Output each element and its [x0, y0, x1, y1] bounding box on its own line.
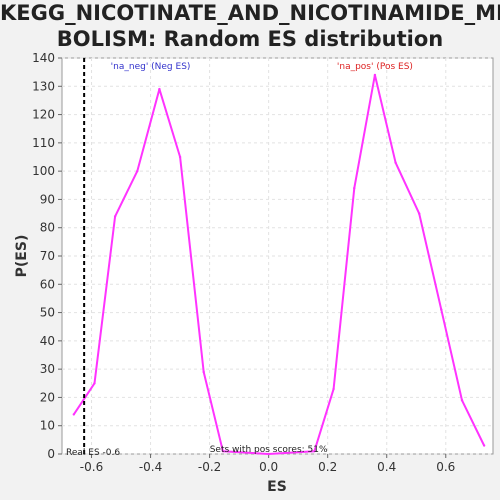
series-point — [440, 308, 443, 311]
y-tick-label: 80 — [40, 221, 55, 235]
y-tick-label: 130 — [32, 79, 55, 93]
y-tick-label: 70 — [40, 249, 55, 263]
y-tick-label: 90 — [40, 192, 55, 206]
x-tick-label: -0.6 — [80, 460, 103, 474]
series-point — [202, 370, 205, 374]
series-point — [373, 73, 377, 77]
series-lines — [72, 74, 485, 455]
series-points — [72, 73, 486, 456]
series-point — [136, 169, 139, 173]
chart-title-line-2: BOLISM: Random ES distribution — [56, 27, 444, 51]
series-point — [158, 87, 161, 91]
y-tick-label: 100 — [32, 164, 55, 178]
plot-area — [61, 57, 494, 455]
series-point — [482, 444, 486, 447]
real-es-label: Real ES -0.6 — [66, 448, 120, 458]
y-tick-label: 50 — [40, 306, 55, 320]
pos-es-annotation: 'na_pos' (Pos ES) — [337, 62, 413, 72]
series-point — [267, 452, 270, 456]
y-axis-title: P(ES) — [14, 235, 30, 278]
series-point — [93, 382, 96, 385]
series-point — [113, 215, 117, 218]
series-point — [313, 449, 316, 453]
y-tick-label: 40 — [40, 334, 55, 348]
y-tick-label: 30 — [40, 362, 55, 376]
series-point — [332, 387, 335, 391]
x-axis-ticks: -0.6 -0.4 -0.2 0.0 0.2 0.4 0.6 — [80, 454, 455, 474]
series-point — [353, 186, 356, 190]
x-axis-title: ES — [267, 479, 287, 495]
y-tick-label: 20 — [40, 390, 55, 404]
x-tick-label: 0.2 — [318, 460, 337, 474]
pos-scores-annotation: Sets with pos scores: 51% — [210, 445, 328, 455]
series-point — [221, 449, 225, 453]
x-tick-label: 0.4 — [377, 460, 396, 474]
series-point — [72, 413, 76, 416]
y-tick-label: 0 — [47, 447, 55, 461]
series-point — [178, 155, 182, 159]
x-tick-label: -0.4 — [139, 460, 162, 474]
x-tick-label: 0.6 — [436, 460, 455, 474]
chart-title: KEGG_NICOTINATE_AND_NICOTINAMIDE_META BO… — [0, 0, 500, 52]
y-tick-label: 10 — [40, 419, 55, 433]
series-point — [394, 161, 397, 164]
series-point — [460, 399, 464, 402]
y-tick-label: 120 — [32, 108, 55, 122]
y-tick-label: 110 — [32, 136, 55, 150]
neg-es-annotation: 'na_neg' (Neg ES) — [111, 62, 191, 72]
y-axis-ticks: 0 10 20 30 40 50 60 70 80 90 100 110 120 130 140 — [32, 51, 62, 461]
chart-title-line-1: KEGG_NICOTINATE_AND_NICOTINAMIDE_META — [0, 1, 500, 25]
x-tick-label: 0.0 — [259, 460, 278, 474]
series-point — [417, 212, 421, 215]
x-tick-label: -0.2 — [198, 460, 221, 474]
y-tick-label: 60 — [40, 277, 55, 291]
y-tick-label: 140 — [32, 51, 55, 65]
series-line — [72, 74, 485, 455]
